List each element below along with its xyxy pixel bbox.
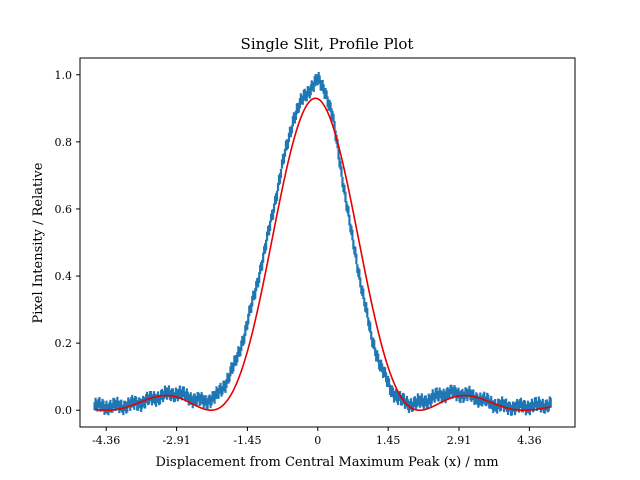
fit-curve [94, 97, 551, 412]
x-tick-label: 1.45 [376, 434, 401, 447]
y-tick-label: 1.0 [55, 69, 73, 82]
x-tick-label: -4.36 [92, 434, 120, 447]
x-tick-label: 0 [314, 434, 321, 447]
x-tick-label: 2.91 [447, 434, 472, 447]
x-tick-label: -2.91 [162, 434, 190, 447]
axes-frame [79, 57, 576, 428]
y-tick-label: 0.4 [55, 270, 73, 283]
x-tick-label: -1.45 [233, 434, 261, 447]
y-axis-label: Pixel Intensity / Relative [31, 162, 46, 323]
y-tick-label: 0.2 [55, 337, 73, 350]
x-axis-label: Displacement from Central Maximum Peak (… [155, 455, 498, 470]
plot-area [93, 72, 552, 416]
data-series [93, 72, 552, 416]
x-tick-label: 4.36 [517, 434, 542, 447]
y-tick-label: 0.8 [55, 136, 73, 149]
y-tick-label: 0.0 [55, 404, 73, 417]
chart-title: Single Slit, Profile Plot [241, 35, 414, 53]
y-tick-label: 0.6 [55, 203, 73, 216]
axis-ticks: -4.36 -2.91 -1.45 0 1.45 2.91 4.36 0.0 0.2 0.4 0.6… [55, 69, 542, 447]
